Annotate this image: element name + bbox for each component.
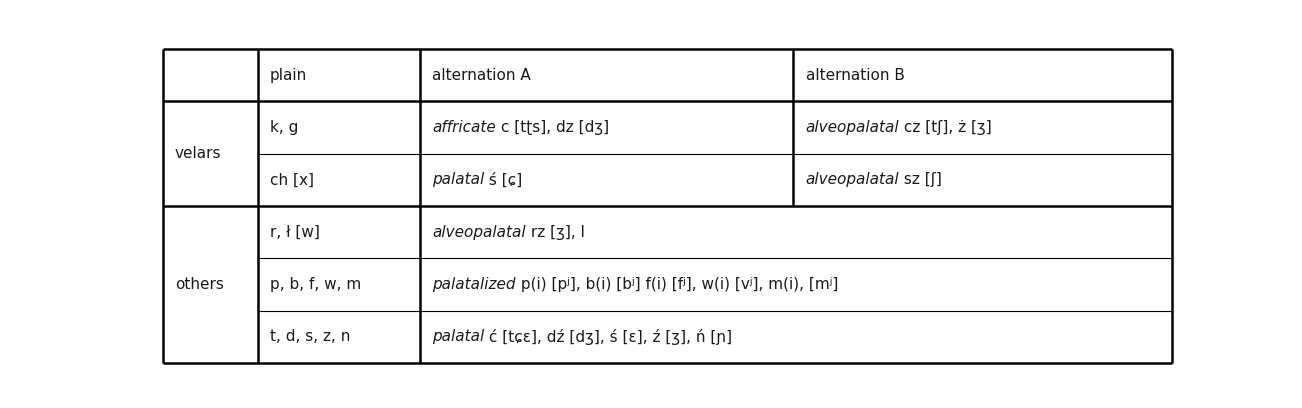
Text: plain: plain bbox=[270, 68, 307, 82]
Text: c [tʈs], dz [dʒ]: c [tʈs], dz [dʒ] bbox=[496, 120, 609, 135]
Text: p, b, f, w, m: p, b, f, w, m bbox=[270, 277, 361, 292]
Text: alveopalatal: alveopalatal bbox=[806, 120, 900, 135]
Text: k, g: k, g bbox=[270, 120, 298, 135]
Text: sz [ʃ]: sz [ʃ] bbox=[900, 172, 943, 187]
Text: p(i) [pʲ], b(i) [bʲ] f(i) [fʲ], w(i) [vʲ], m(i), [mʲ]: p(i) [pʲ], b(i) [bʲ] f(i) [fʲ], w(i) [vʲ… bbox=[516, 277, 838, 292]
Text: r, ł [w]: r, ł [w] bbox=[270, 225, 319, 239]
Text: palatalized: palatalized bbox=[432, 277, 516, 292]
Text: alveopalatal: alveopalatal bbox=[806, 172, 900, 187]
Text: alveopalatal: alveopalatal bbox=[432, 225, 526, 239]
Text: velars: velars bbox=[174, 146, 221, 161]
Text: affricate: affricate bbox=[432, 120, 496, 135]
Text: alternation B: alternation B bbox=[806, 68, 905, 82]
Text: ć [tɕɛ], dź [dʒ], ś [ɛ], ź [ʒ], ń [ɲ]: ć [tɕɛ], dź [dʒ], ś [ɛ], ź [ʒ], ń [ɲ] bbox=[484, 329, 733, 345]
Text: palatal: palatal bbox=[432, 172, 484, 187]
Text: t, d, s, z, n: t, d, s, z, n bbox=[270, 329, 350, 344]
Text: ś [ɕ]: ś [ɕ] bbox=[484, 172, 522, 187]
Text: palatal: palatal bbox=[432, 329, 484, 344]
Text: ch [x]: ch [x] bbox=[270, 172, 314, 187]
Text: others: others bbox=[174, 277, 224, 292]
Text: cz [tʃ], ż [ʒ]: cz [tʃ], ż [ʒ] bbox=[900, 120, 992, 135]
Text: rz [ʒ], l: rz [ʒ], l bbox=[526, 225, 585, 239]
Text: alternation A: alternation A bbox=[432, 68, 531, 82]
